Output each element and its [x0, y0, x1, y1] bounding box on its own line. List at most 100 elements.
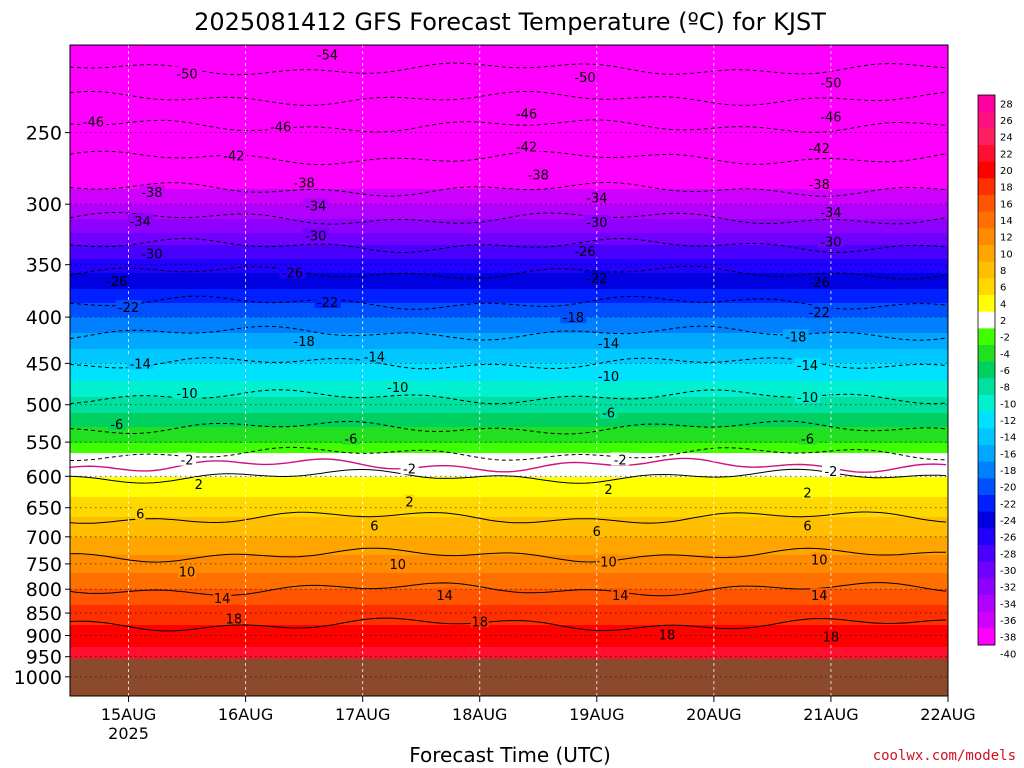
temperature-band: [70, 525, 948, 528]
temperature-band: [70, 119, 948, 122]
y-axis: 2503003504004505005506006507007508008509…: [14, 123, 70, 689]
temperature-band: [70, 231, 948, 234]
temperature-band: [70, 649, 948, 652]
contour-label: -26: [106, 275, 127, 290]
temperature-band: [70, 301, 948, 304]
temperature-band: [70, 569, 948, 572]
temperature-band: [70, 359, 948, 362]
temperature-band: [70, 139, 948, 142]
temperature-band: [70, 275, 948, 278]
temperature-band: [70, 549, 948, 552]
temperature-band: [70, 375, 948, 378]
temperature-band: [70, 281, 948, 284]
temperature-band: [70, 639, 948, 642]
temperature-band: [70, 425, 948, 428]
colorbar-swatch: [978, 95, 995, 113]
contour-label-bg: [174, 66, 201, 80]
temperature-band: [70, 185, 948, 188]
colorbar-label: -20: [1000, 483, 1016, 494]
temperature-band: [70, 243, 948, 246]
contour-label: -18: [563, 311, 584, 326]
contour-label: 10: [600, 555, 617, 570]
contour-labels: -54 -50 -50 -50 -46 -46 -46 -46 -42 -42 -42 -38 -38 -…: [80, 47, 844, 645]
y-tick-label: 500: [26, 395, 62, 417]
temperature-band: [70, 83, 948, 86]
contour-label: 14: [811, 589, 828, 604]
temperature-band: [70, 319, 948, 322]
contour-label: -38: [294, 177, 315, 192]
colorbar-swatch: [978, 145, 995, 163]
plot-area: [69, 45, 948, 696]
temperature-band: [70, 271, 948, 274]
temperature-band: [70, 593, 948, 596]
contour-label-bg: [404, 494, 415, 508]
colorbar-swatch: [978, 628, 995, 646]
contour-label-bg: [603, 482, 614, 496]
contour-label-bg: [103, 274, 130, 288]
contour-label: 10: [811, 554, 828, 569]
colorbar-label: -8: [1000, 383, 1010, 394]
x-tick-label: 20AUG: [686, 705, 741, 724]
temperature-band: [70, 479, 948, 482]
temperature-band: [70, 357, 948, 360]
credit-text[interactable]: coolwx.com/models: [872, 748, 1016, 764]
temperature-band: [70, 161, 948, 164]
colorbar-swatch: [978, 228, 995, 246]
temperature-band: [70, 443, 948, 446]
temperature-band: [70, 463, 948, 466]
contour-label: -22: [809, 306, 830, 321]
contour-label: 6: [593, 525, 601, 540]
contour-label: 2: [803, 486, 811, 501]
temperature-band: [70, 327, 948, 330]
temperature-band: [70, 451, 948, 454]
colorbar-swatch: [978, 545, 995, 563]
temperature-band: [70, 239, 948, 242]
y-tick-label: 350: [26, 255, 62, 277]
y-tick-label: 700: [26, 527, 62, 549]
temperature-band: [70, 633, 948, 636]
temperature-band: [70, 99, 948, 102]
temperature-band: [70, 169, 948, 172]
temperature-band: [70, 61, 948, 64]
temperature-band: [70, 533, 948, 536]
contour-label-bg: [513, 106, 540, 120]
y-tick-label: 950: [26, 647, 62, 669]
y-tick-label: 400: [26, 307, 62, 329]
contour-label-bg: [611, 588, 630, 602]
colorbar-swatch: [978, 411, 995, 429]
temperature-band: [70, 183, 948, 186]
temperature-band: [70, 643, 948, 646]
colorbar-swatch: [978, 211, 995, 229]
colorbar-label: 18: [1000, 183, 1013, 194]
contour-label-bg: [174, 385, 201, 399]
colorbar-swatch: [978, 178, 995, 196]
contour-label: -46: [270, 120, 291, 135]
temperature-band: [70, 97, 948, 100]
temperature-band: [70, 297, 948, 300]
temperature-band: [70, 609, 948, 612]
contour-label: -46: [516, 107, 537, 122]
temperature-band: [70, 141, 948, 144]
temperature-band: [70, 341, 948, 344]
temperature-band: [70, 427, 948, 430]
temperature-band: [70, 401, 948, 404]
contour-label: -22: [586, 272, 607, 287]
temperature-band: [70, 411, 948, 414]
x-tick-label: 22AUG: [920, 705, 975, 724]
temperature-band: [70, 395, 948, 398]
contour-label: -42: [223, 149, 244, 164]
contour-label-bg: [178, 452, 197, 466]
temperature-band: [70, 439, 948, 442]
colorbar-label: 4: [1000, 299, 1006, 310]
temperature-band: [70, 249, 948, 252]
contour-line: [69, 511, 947, 524]
contour-label-bg: [794, 389, 821, 403]
colorbar-label: 26: [1000, 116, 1013, 127]
colorbar-swatch: [978, 611, 995, 629]
temperature-band: [70, 567, 948, 570]
colorbar-label: 28: [1000, 99, 1013, 110]
temperature-band: [70, 423, 948, 426]
contour-label-bg: [611, 452, 630, 466]
temperature-band: [70, 361, 948, 364]
temperature-band: [70, 55, 948, 58]
